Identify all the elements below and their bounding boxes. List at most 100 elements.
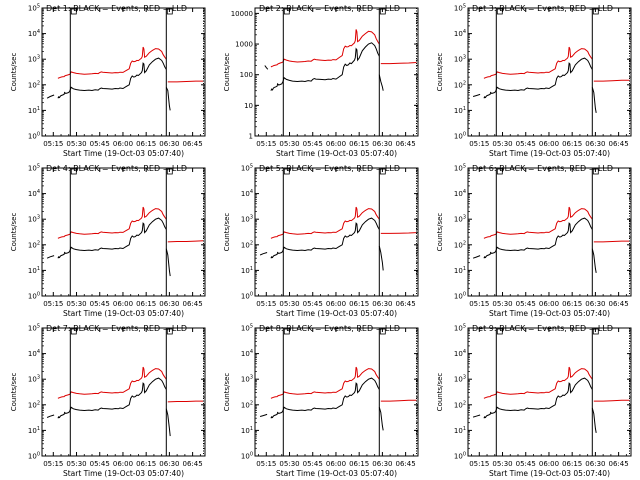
x-tick-label: 05:15: [43, 140, 63, 148]
lld-series-line: [270, 206, 380, 239]
x-tick-label: 06:15: [136, 300, 156, 308]
x-tick-label: 06:45: [396, 300, 416, 308]
x-tick-label: 06:45: [609, 300, 629, 308]
events-pre-segment: [46, 414, 55, 418]
x-tick-label: 06:45: [396, 460, 416, 468]
y-tick-label: 103: [454, 215, 466, 224]
events-post-segment: [591, 407, 597, 433]
x-tick-label: 05:30: [66, 460, 86, 468]
y-tick-label: 102: [454, 240, 466, 249]
x-tick-label: 05:30: [66, 300, 86, 308]
lld-post-segment: [167, 240, 204, 243]
plot-frame: [41, 167, 206, 297]
lld-series-line: [270, 366, 380, 399]
x-tick-label: 05:45: [303, 140, 323, 148]
y-tick-label: 102: [241, 240, 253, 249]
x-tick-label: 06:30: [372, 460, 392, 468]
x-tick-label: 06:45: [609, 140, 629, 148]
lld-series-line: [270, 29, 380, 68]
x-tick-label: 06:00: [113, 140, 133, 148]
y-tick-label: 102: [28, 80, 40, 89]
x-tick-label: 06:45: [609, 460, 629, 468]
x-tick-label: 06:15: [349, 140, 369, 148]
x-tick-label: 05:30: [492, 140, 512, 148]
x-tick-label: 06:00: [539, 140, 559, 148]
events-post-segment: [591, 87, 597, 113]
events-series-line: [483, 57, 593, 99]
events-series-line: [57, 217, 167, 259]
x-tick-label: 06:30: [585, 460, 605, 468]
events-post-segment: [165, 87, 171, 111]
x-tick-label: 05:30: [279, 140, 299, 148]
x-tick-label: 05:30: [66, 140, 86, 148]
lld-post-segment: [593, 79, 630, 82]
y-tick-label: 103: [454, 55, 466, 64]
y-axis-label: Counts/sec: [223, 53, 231, 92]
x-tick-label: 05:45: [303, 300, 323, 308]
y-tick-label: 104: [241, 349, 253, 358]
y-axis-label: Counts/sec: [436, 213, 444, 252]
y-tick-label: 101: [28, 266, 40, 275]
x-tick-label: 05:45: [516, 140, 536, 148]
y-tick-label: 101: [454, 106, 466, 115]
x-tick-label: 05:15: [43, 300, 63, 308]
y-tick-label: 104: [454, 349, 466, 358]
y-tick-label: 102: [241, 400, 253, 409]
events-pre-segment: [264, 65, 269, 70]
y-tick-label: 101: [241, 426, 253, 435]
y-axis-label: Counts/sec: [10, 373, 18, 412]
x-tick-label: 06:30: [585, 140, 605, 148]
lld-series-line: [57, 206, 167, 239]
x-tick-label: 05:15: [256, 300, 276, 308]
events-series-line: [270, 42, 380, 91]
y-axis-label: Counts/sec: [10, 53, 18, 92]
y-tick-label: 100: [241, 292, 253, 301]
plot-frame: [467, 167, 632, 297]
x-tick-label: 06:15: [136, 460, 156, 468]
y-tick-label: 103: [241, 215, 253, 224]
x-tick-label: 05:45: [516, 460, 536, 468]
y-tick-label: 100: [28, 132, 40, 141]
y-tick-label: 104: [454, 189, 466, 198]
y-tick-label: 101: [241, 266, 253, 275]
y-tick-label: 104: [454, 29, 466, 38]
x-tick-label: 06:00: [113, 460, 133, 468]
x-tick-label: 05:45: [90, 140, 110, 148]
y-tick-label: 105: [28, 4, 40, 13]
y-tick-label: 100: [240, 71, 253, 79]
lld-series-line: [483, 206, 593, 239]
y-tick-label: 1000: [235, 41, 253, 49]
y-tick-label: 100: [28, 452, 40, 461]
events-series-line: [483, 217, 593, 259]
x-tick-label: 05:45: [516, 300, 536, 308]
y-tick-label: 105: [241, 164, 253, 173]
x-axis-label: Start Time (19-Oct-03 05:07:40): [489, 469, 610, 478]
events-series-line: [270, 377, 380, 419]
y-tick-label: 105: [241, 324, 253, 333]
x-tick-label: 05:45: [90, 300, 110, 308]
y-tick-label: 100: [454, 452, 466, 461]
x-axis-label: Start Time (19-Oct-03 05:07:40): [276, 149, 397, 158]
x-tick-label: 05:45: [303, 460, 323, 468]
x-tick-label: 06:15: [349, 300, 369, 308]
plot-frame: [41, 7, 206, 137]
events-series-line: [57, 377, 167, 419]
events-post-segment: [165, 408, 171, 437]
events-post-segment: [378, 407, 384, 431]
lld-series-line: [483, 46, 593, 79]
events-post-segment: [591, 248, 597, 273]
y-tick-label: 101: [28, 426, 40, 435]
y-tick-label: 102: [454, 80, 466, 89]
x-tick-label: 06:30: [585, 300, 605, 308]
events-pre-segment: [46, 94, 55, 99]
events-post-segment: [165, 248, 171, 277]
y-tick-label: 103: [28, 215, 40, 224]
y-tick-label: 100: [241, 452, 253, 461]
events-series-line: [270, 217, 380, 259]
x-axis-label: Start Time (19-Oct-03 05:07:40): [276, 309, 397, 318]
